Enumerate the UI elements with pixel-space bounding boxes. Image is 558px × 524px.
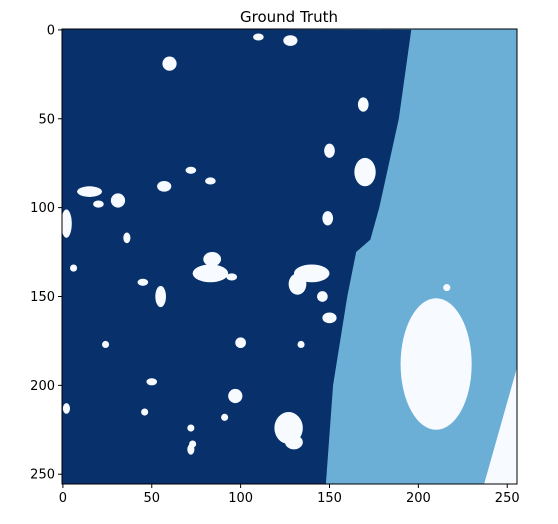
class-0-blob xyxy=(443,284,451,292)
class-0-blob xyxy=(324,143,335,158)
x-tick-label: 250 xyxy=(495,491,520,506)
heatmap-cells xyxy=(62,29,517,484)
y-tick-label: 100 xyxy=(30,201,55,216)
class-0-blob xyxy=(69,264,78,272)
class-0-blob xyxy=(288,273,307,295)
class-0-blob xyxy=(297,340,305,349)
y-tick-label: 50 xyxy=(38,112,55,127)
x-tick-label: 200 xyxy=(406,491,431,506)
class-0-blob xyxy=(77,186,102,197)
class-0-blob xyxy=(110,193,126,208)
y-tick-label: 200 xyxy=(30,379,55,394)
class-0-blob xyxy=(253,33,264,41)
class-0-blob xyxy=(322,211,334,226)
y-tick-label: 250 xyxy=(30,468,55,483)
class-0-blob xyxy=(123,232,131,244)
class-0-blob xyxy=(62,403,70,414)
class-0-blob xyxy=(192,264,229,283)
class-0-blob xyxy=(203,252,222,267)
class-0-blob xyxy=(187,444,195,455)
x-tick-label: 100 xyxy=(228,491,253,506)
x-tick-label: 150 xyxy=(317,491,342,506)
class-0-blob xyxy=(157,180,172,192)
x-tick-label: 50 xyxy=(143,491,160,506)
class-0-blob xyxy=(354,157,376,187)
plot-area xyxy=(62,29,517,484)
axes: 0 50 100 150 200 250 0 50 100 150 200 250 xyxy=(30,23,519,506)
class-0-blob xyxy=(226,273,238,281)
class-0-blob xyxy=(62,209,72,238)
x-tick-label: 0 xyxy=(59,491,67,506)
class-0-blob xyxy=(137,278,149,286)
region-class-0-corner xyxy=(484,367,517,484)
class-0-blob xyxy=(93,200,104,208)
class-0-blob xyxy=(162,56,177,71)
class-0-blob xyxy=(101,340,110,349)
class-0-blob xyxy=(187,424,195,432)
class-0-blob xyxy=(235,337,246,349)
class-0-blob xyxy=(155,285,166,308)
plot-frame xyxy=(61,28,518,485)
class-0-blob xyxy=(283,35,298,46)
class-0-blob xyxy=(205,177,216,185)
class-0-blob xyxy=(141,408,149,416)
class-0-blob xyxy=(221,413,229,421)
class-0-blob xyxy=(185,166,197,174)
y-tick-label: 0 xyxy=(47,23,55,38)
region-class-0-ellipse xyxy=(400,298,472,430)
class-0-blob xyxy=(285,435,303,450)
class-0-blob xyxy=(146,378,158,386)
y-tick-label: 150 xyxy=(30,290,55,305)
class-0-blob xyxy=(317,291,328,302)
region-class-2 xyxy=(62,29,412,484)
class-0-blob xyxy=(228,388,243,404)
class-0-blob xyxy=(357,97,369,112)
chart-title: Ground Truth xyxy=(240,8,338,26)
class-0-blob xyxy=(322,312,337,324)
